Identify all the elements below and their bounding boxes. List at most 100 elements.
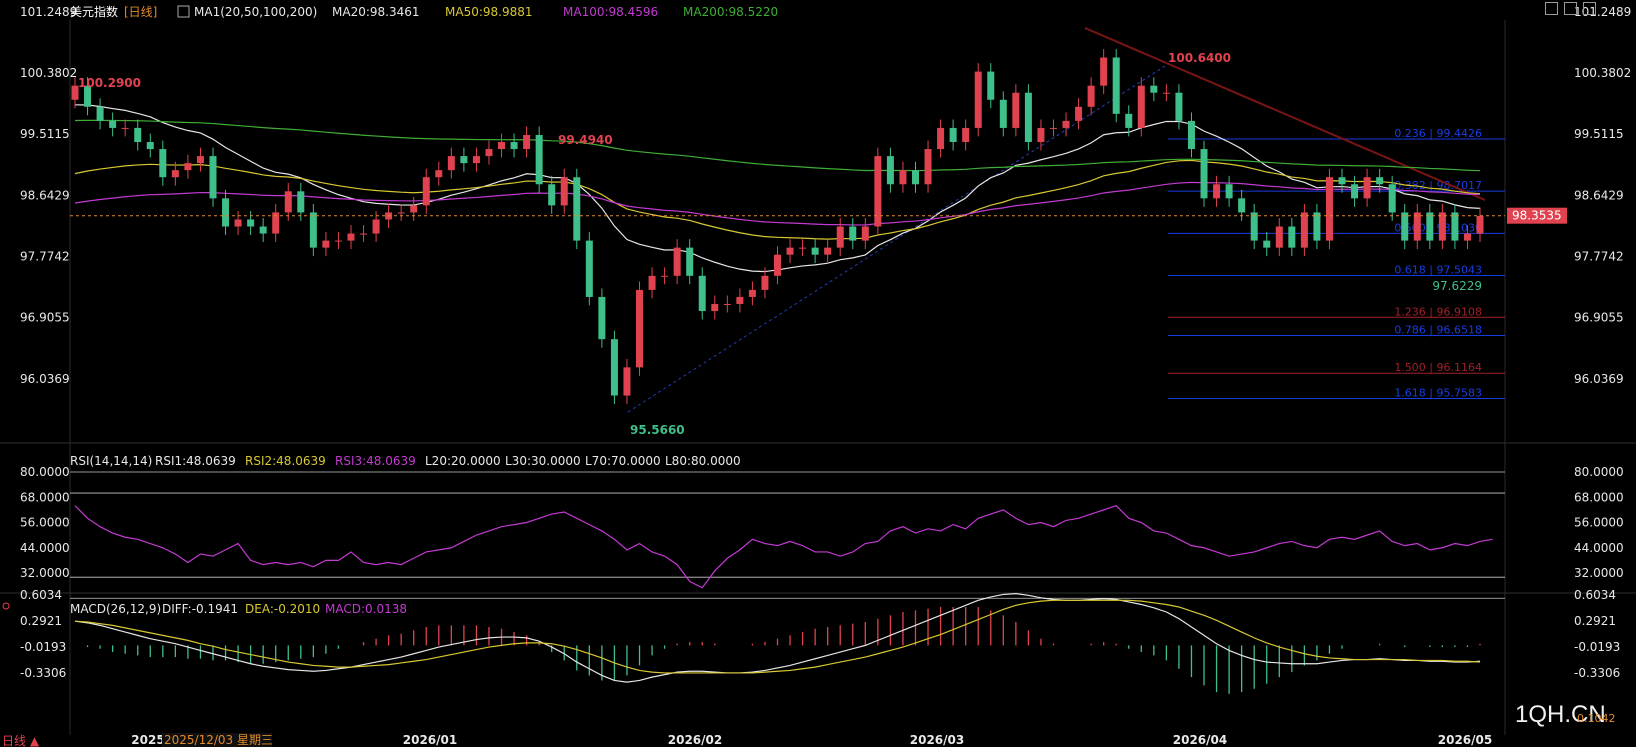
- candle-body: [598, 296, 606, 340]
- candle-body: [974, 71, 982, 128]
- watermark-sub: 0.1042: [1577, 712, 1616, 725]
- candle-body: [673, 247, 681, 276]
- candle-body: [1238, 198, 1246, 213]
- price-tick-label: 99.5115: [20, 127, 70, 141]
- candle-body: [259, 226, 267, 234]
- candle-body: [1037, 127, 1045, 143]
- candle-body: [836, 226, 844, 248]
- candle-body: [284, 191, 292, 213]
- candle-body: [196, 156, 204, 164]
- candle-body: [761, 275, 769, 290]
- price-tick-label: 99.5115: [1574, 127, 1624, 141]
- candle-body: [1225, 184, 1233, 199]
- candle-body: [987, 71, 995, 100]
- candle-body: [560, 177, 568, 206]
- candle-body: [159, 149, 167, 178]
- candle-body: [171, 170, 179, 178]
- candle-body: [548, 184, 556, 206]
- price-tick-label: 97.7742: [1574, 249, 1624, 263]
- candle-body: [1137, 85, 1145, 128]
- x-axis-label: 2026/03: [910, 733, 964, 747]
- fib-label: 1.236 | 96.9108: [1394, 305, 1482, 318]
- x-axis-label: 2026/05: [1438, 733, 1492, 747]
- candle-body: [410, 205, 418, 213]
- candle-body: [535, 134, 543, 185]
- ma-legend-item: MA100:98.4596: [563, 5, 658, 19]
- candle-body: [510, 142, 518, 150]
- price-tick-label: 100.3802: [20, 66, 77, 80]
- candle-body: [372, 219, 380, 234]
- candle-body: [71, 85, 79, 100]
- candle-body: [146, 142, 154, 150]
- watermark: 1QH.CN: [1515, 701, 1606, 728]
- candle-body: [1288, 226, 1296, 248]
- candle-body: [272, 212, 280, 234]
- macd-legend-item: MACD:0.0138: [325, 602, 407, 616]
- candle-body: [485, 149, 493, 157]
- macd-tick-label: -0.0193: [20, 640, 66, 654]
- price-tick-label: 98.6429: [20, 188, 70, 202]
- candle-body: [937, 127, 945, 150]
- price-tick-label: 98.6429: [1574, 188, 1624, 202]
- candle-body: [1363, 177, 1371, 199]
- fib-label: 1.618 | 95.7583: [1394, 386, 1482, 399]
- candle-body: [1213, 184, 1221, 199]
- candle-body: [1426, 212, 1434, 241]
- candle-body: [422, 177, 430, 206]
- rsi-legend-item: L20:20.0000: [425, 454, 501, 468]
- candle-body: [1438, 212, 1446, 241]
- candle-body: [1401, 212, 1409, 241]
- candle-body: [1413, 212, 1421, 241]
- candle-body: [824, 247, 832, 255]
- restore-icon[interactable]: [1545, 2, 1558, 15]
- ma-legend-item: MA50:98.9881: [445, 5, 533, 19]
- candle-body: [460, 156, 468, 164]
- candle-body: [121, 127, 129, 129]
- close-icon[interactable]: [1583, 2, 1596, 15]
- candle-body: [360, 233, 368, 235]
- candle-body: [84, 85, 92, 107]
- rsi-line: [74, 504, 1493, 589]
- candle-body: [1125, 113, 1133, 128]
- candle-body: [748, 289, 756, 297]
- x-axis-label: 2026/02: [668, 733, 722, 747]
- rsi-tick-label: 68.0000: [20, 490, 70, 504]
- price-tick-label: 96.9055: [1574, 311, 1624, 325]
- candle-body: [1175, 92, 1183, 121]
- candle-body: [322, 240, 330, 248]
- candle-body: [924, 149, 932, 185]
- candle-body: [1075, 106, 1083, 121]
- candle-body: [698, 275, 706, 312]
- ma-line: [74, 159, 1481, 240]
- ma-legend-item: MA20:98.3461: [332, 5, 420, 19]
- candle-body: [849, 226, 857, 241]
- candle-body: [1476, 215, 1484, 234]
- maximize-icon[interactable]: [1564, 2, 1577, 15]
- candle-body: [799, 247, 807, 249]
- candle-body: [1187, 120, 1195, 150]
- candle-body: [1112, 57, 1120, 114]
- candle-body: [1087, 85, 1095, 107]
- candle-body: [786, 247, 794, 255]
- candle-body: [1325, 177, 1333, 241]
- ma-line: [74, 181, 1481, 226]
- rsi-legend-item: RSI(14,14,14): [70, 454, 152, 468]
- period-switch-button: 日线 ▲: [2, 734, 40, 747]
- dea-line: [74, 599, 1481, 674]
- candle-body: [874, 156, 882, 227]
- macd-legend-item: MACD(26,12,9): [70, 602, 161, 616]
- candle-body: [247, 219, 255, 227]
- low-annotation: 95.5660: [630, 423, 685, 437]
- candle-body: [184, 163, 192, 171]
- candle-body: [899, 170, 907, 185]
- candle-body: [661, 275, 669, 277]
- price-tick-label: 96.0369: [20, 372, 70, 386]
- chart-settings-icon: [177, 5, 190, 18]
- candle-body: [886, 156, 894, 185]
- candle-body: [1351, 184, 1359, 199]
- fib-label: 0.786 | 96.6518: [1394, 324, 1482, 337]
- fib-label: 0.236 | 99.4426: [1394, 127, 1482, 140]
- candle-body: [134, 127, 142, 143]
- macd-tick-label: 0.6034: [20, 588, 62, 602]
